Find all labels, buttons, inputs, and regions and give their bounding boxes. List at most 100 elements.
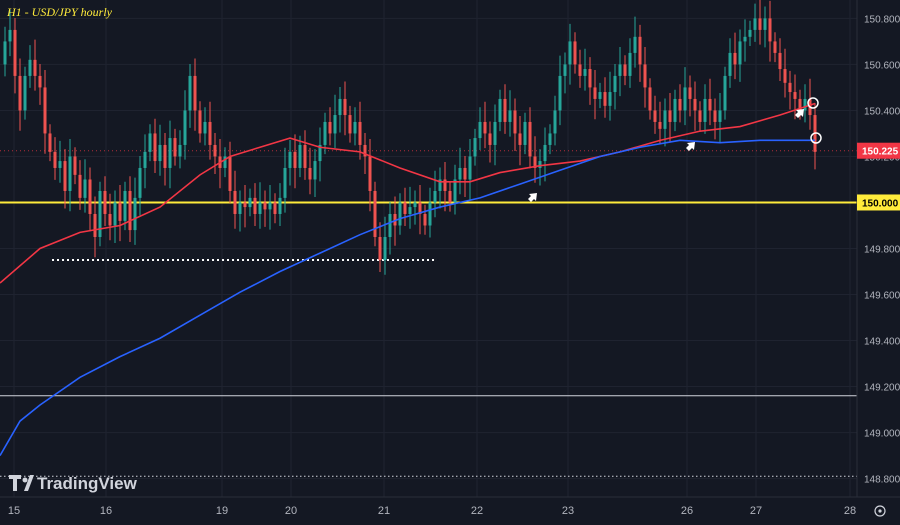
candle-body	[798, 98, 802, 111]
candle-body	[503, 98, 507, 122]
x-tick-label: 23	[562, 505, 574, 517]
candle-body	[273, 202, 277, 214]
candle-body	[198, 110, 202, 134]
candle-body	[763, 18, 767, 30]
candle-body	[268, 202, 272, 210]
candle-body	[193, 75, 197, 111]
y-tick-label: 149.200	[864, 383, 900, 394]
candle-body	[663, 110, 667, 129]
tradingview-logo: TradingView	[9, 474, 138, 493]
candle-body	[453, 179, 457, 203]
candle-body	[518, 133, 522, 145]
circle-marker	[807, 97, 819, 109]
candle-body	[603, 92, 607, 106]
candle-body	[213, 144, 217, 157]
candle-body	[733, 52, 737, 65]
candle-body	[143, 151, 147, 168]
x-tick-label: 21	[378, 505, 390, 517]
candle-body	[508, 110, 512, 122]
y-tick-label: 149.600	[864, 291, 900, 302]
candle-body	[28, 59, 32, 76]
candle-body	[548, 133, 552, 145]
candle-body	[428, 202, 432, 226]
candle-body	[468, 156, 472, 180]
candle-body	[553, 110, 557, 134]
x-tick-label: 28	[844, 505, 856, 517]
candle-body	[373, 190, 377, 237]
x-tick-label: 27	[750, 505, 762, 517]
candle-body	[298, 144, 302, 168]
candle-body	[223, 156, 227, 168]
candles	[3, 0, 817, 275]
candle-body	[253, 197, 257, 214]
candle-body	[68, 156, 72, 191]
candle-body	[58, 161, 62, 168]
candle-body	[93, 213, 97, 237]
candle-body	[118, 202, 122, 221]
candle-body	[228, 156, 232, 191]
candle-body	[113, 202, 117, 226]
candle-body	[648, 87, 652, 111]
candle-body	[583, 69, 587, 76]
time-axis[interactable]: 15 16 19 20 21 22 23 26 27 28	[8, 505, 856, 517]
candle-body	[353, 121, 357, 134]
candle-body	[433, 190, 437, 203]
candle-body	[328, 121, 332, 134]
candle-body	[83, 179, 87, 198]
candle-body	[18, 75, 22, 111]
candle-body	[493, 121, 497, 145]
moving-average-line	[0, 139, 815, 456]
candle-body	[598, 92, 602, 99]
candle-body	[3, 41, 7, 65]
candle-body	[343, 98, 347, 116]
candle-body	[368, 156, 372, 191]
x-tick-label: 26	[681, 505, 693, 517]
candle-body	[523, 121, 527, 145]
candle-body	[398, 202, 402, 226]
settings-button[interactable]	[874, 505, 886, 517]
candle-body	[543, 144, 547, 162]
candle-body	[43, 87, 47, 134]
x-tick-label: 20	[285, 505, 297, 517]
arrow-marker	[528, 193, 537, 202]
candle-body	[243, 202, 247, 208]
candle-body	[13, 29, 17, 76]
candle-body	[288, 151, 292, 168]
candle-body	[323, 121, 327, 145]
moving-averages	[0, 102, 816, 456]
candle-body	[628, 52, 632, 76]
candle-body	[188, 75, 192, 111]
candle-body	[498, 98, 502, 122]
candle-body	[708, 98, 712, 111]
candle-body	[388, 213, 392, 237]
candle-body	[743, 36, 747, 42]
candle-body	[108, 213, 112, 226]
candle-body	[443, 179, 447, 191]
candle-body	[423, 213, 427, 226]
candle-body	[578, 64, 582, 76]
candle-body	[358, 121, 362, 145]
candle-body	[308, 167, 312, 180]
candle-body	[73, 156, 77, 175]
candle-body	[753, 18, 757, 30]
candle-body	[438, 179, 442, 191]
candle-body	[148, 133, 152, 152]
y-tick-label: 150.600	[864, 60, 900, 71]
candle-body	[158, 144, 162, 162]
candle-body	[183, 110, 187, 145]
candle-body	[173, 138, 177, 157]
candle-body	[263, 202, 267, 210]
gear-icon[interactable]	[874, 505, 886, 517]
candle-body	[138, 167, 142, 198]
candle-body	[683, 87, 687, 111]
candle-body	[168, 138, 172, 168]
candle-body	[713, 110, 717, 122]
candle-body	[563, 64, 567, 76]
candle-body	[538, 161, 542, 168]
candle-body	[463, 167, 467, 180]
candle-body	[78, 174, 82, 198]
candle-body	[633, 36, 637, 53]
candle-body	[643, 64, 647, 88]
candle-body	[278, 197, 282, 214]
candle-body	[383, 236, 387, 261]
